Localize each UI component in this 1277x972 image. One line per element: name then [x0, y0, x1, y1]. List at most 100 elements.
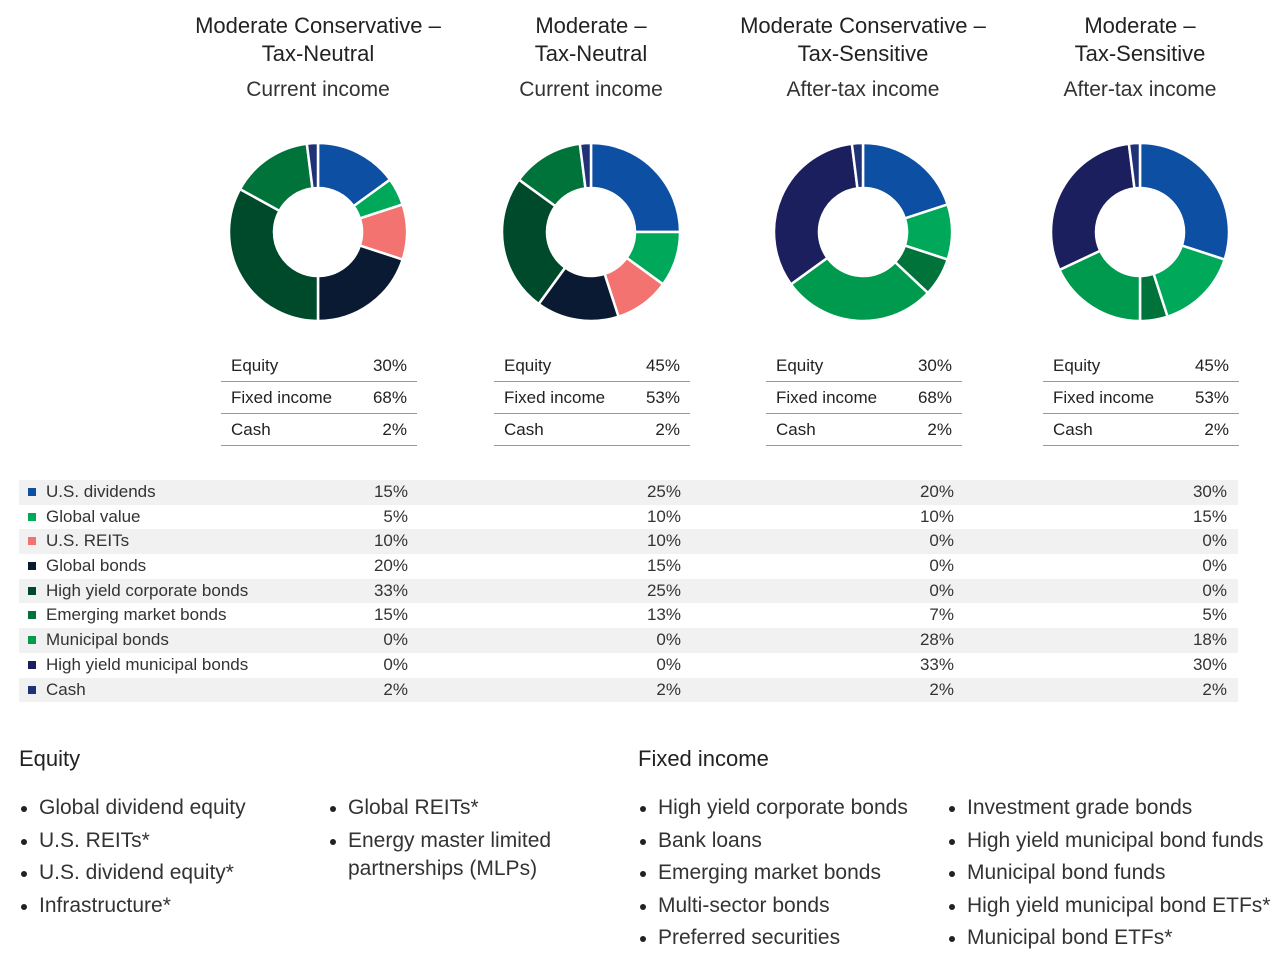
allocation-summary: Equity 30% Fixed income 68% Cash 2%: [766, 350, 962, 446]
category-value: 13%: [646, 605, 681, 625]
category-value: 0%: [656, 654, 681, 674]
allocation-label: Cash: [231, 420, 271, 439]
legend-swatch: [28, 586, 36, 595]
slice-high-yield-corporate-bonds: [227, 187, 320, 323]
allocation-value: 53%: [1194, 388, 1229, 407]
slice-cash: [578, 141, 593, 190]
legend-swatch: [28, 660, 36, 669]
category-value: 18%: [1192, 630, 1227, 650]
chart-subtitle: Current income: [519, 78, 663, 101]
chart-title-line: Moderate Conservative –: [740, 13, 986, 38]
category-value: 25%: [646, 580, 681, 600]
slice-u-s-dividends: [1138, 141, 1231, 262]
allocation-value: 68%: [917, 388, 952, 407]
category-value: 10%: [646, 531, 681, 551]
slice-cash: [850, 141, 865, 190]
category-value: 20%: [373, 556, 408, 576]
slice-cash: [305, 141, 320, 190]
category-label: Emerging market bonds: [46, 605, 227, 625]
category-value: 15%: [646, 556, 681, 576]
category-label: U.S. REITs: [46, 531, 130, 551]
slice-high-yield-corporate-bonds: [500, 177, 567, 306]
fixed-income-list: High yield corporate bonds Bank loans Emer…: [638, 794, 938, 957]
allocation-summary: Equity 45% Fixed income 53% Cash 2%: [1043, 350, 1239, 446]
table-row: U.S. REITs 10% 10% 0% 0%: [19, 529, 1238, 555]
category-label: Global value: [46, 506, 141, 526]
category-value: 15%: [373, 482, 408, 501]
chart-title-line: Tax-Sensitive: [1074, 41, 1206, 66]
allocation-value: 2%: [927, 420, 952, 439]
chart-header: Moderate – Tax-Neutral Current income: [455, 12, 727, 102]
list-item: Bank loans: [638, 827, 938, 855]
chart-subtitle: After-tax income: [786, 78, 940, 101]
table-row: U.S. dividends 15% 25% 20% 30%: [19, 480, 1238, 505]
category-value: 2%: [656, 679, 681, 699]
chart-title: Moderate – Tax-Sensitive: [1004, 12, 1276, 68]
slice-municipal-bonds: [789, 256, 930, 323]
allocation-row: Equity 30%: [221, 350, 417, 382]
category-value: 30%: [1192, 482, 1227, 501]
category-value: 0%: [929, 556, 954, 576]
table-row: High yield municipal bonds 0% 0% 33% 30%: [19, 653, 1238, 678]
category-value: 33%: [919, 654, 954, 674]
allocation-label: Equity: [776, 356, 824, 375]
chart-title-line: Moderate Conservative –: [195, 13, 441, 38]
list-item: Infrastructure*: [19, 892, 309, 920]
allocation-value: 30%: [372, 356, 407, 375]
category-value: 33%: [373, 580, 408, 600]
donut-chart: [1049, 141, 1231, 323]
slice-high-yield-municipal-bonds: [772, 142, 859, 287]
donut-chart: [227, 141, 409, 323]
category-value: 0%: [1202, 531, 1227, 551]
donut-chart: [500, 141, 682, 323]
category-value: 10%: [373, 531, 408, 551]
category-value: 2%: [929, 679, 954, 699]
equity-list: Global dividend equity U.S. REITs* U.S. di…: [19, 794, 309, 924]
legend-swatch: [28, 488, 36, 496]
allocation-label: Fixed income: [1053, 388, 1155, 407]
list-item: Municipal bond ETFs*: [947, 924, 1277, 952]
allocation-row: Equity 30%: [766, 350, 962, 382]
list-item: U.S. dividend equity*: [19, 859, 309, 887]
allocation-summary: Equity 45% Fixed income 53% Cash 2%: [494, 350, 690, 446]
allocation-label: Cash: [776, 420, 816, 439]
list-item: Energy master limited partnerships (MLPs…: [328, 827, 588, 883]
category-label: Global bonds: [46, 556, 147, 576]
category-value: 20%: [919, 482, 954, 501]
allocation-label: Fixed income: [231, 388, 333, 407]
equity-heading: Equity: [19, 746, 81, 771]
slice-cash: [1127, 141, 1142, 190]
allocation-label: Fixed income: [504, 388, 606, 407]
category-value: 5%: [383, 506, 408, 526]
allocation-row: Fixed income 53%: [1043, 382, 1239, 414]
chart-header: Moderate – Tax-Sensitive After-tax income: [1004, 12, 1276, 102]
allocation-row: Fixed income 68%: [766, 382, 962, 414]
category-value: 10%: [919, 506, 954, 526]
allocation-value: 53%: [645, 388, 680, 407]
list-item: High yield municipal bond ETFs*: [947, 892, 1277, 920]
table-row: Municipal bonds 0% 0% 28% 18%: [19, 628, 1238, 653]
allocation-label: Cash: [1053, 420, 1093, 439]
allocation-row: Cash 2%: [1043, 414, 1239, 446]
allocation-value: 2%: [382, 420, 407, 439]
table-row: High yield corporate bonds 33% 25% 0% 0%: [19, 578, 1238, 604]
chart-header: Moderate Conservative – Tax-Neutral Curren…: [182, 12, 454, 102]
allocation-value: 68%: [372, 388, 407, 407]
allocation-row: Cash 2%: [221, 414, 417, 446]
category-value: 0%: [929, 580, 954, 600]
chart-title-line: Moderate –: [1084, 13, 1196, 38]
legend-swatch: [28, 537, 36, 546]
category-value: 15%: [373, 605, 408, 625]
category-label: High yield corporate bonds: [46, 580, 249, 600]
allocation-row: Equity 45%: [1043, 350, 1239, 382]
chart-subtitle: After-tax income: [1063, 78, 1217, 101]
fixed-income-heading: Fixed income: [638, 746, 769, 771]
table-row: Cash 2% 2% 2% 2%: [19, 677, 1238, 703]
slice-global-bonds: [316, 244, 405, 323]
legend-swatch: [28, 512, 36, 521]
category-value: 15%: [1192, 506, 1227, 526]
category-value: 2%: [383, 679, 408, 699]
list-item: Preferred securities: [638, 924, 938, 952]
legend-swatch: [28, 685, 36, 694]
chart-title-line: Tax-Neutral: [534, 41, 648, 66]
